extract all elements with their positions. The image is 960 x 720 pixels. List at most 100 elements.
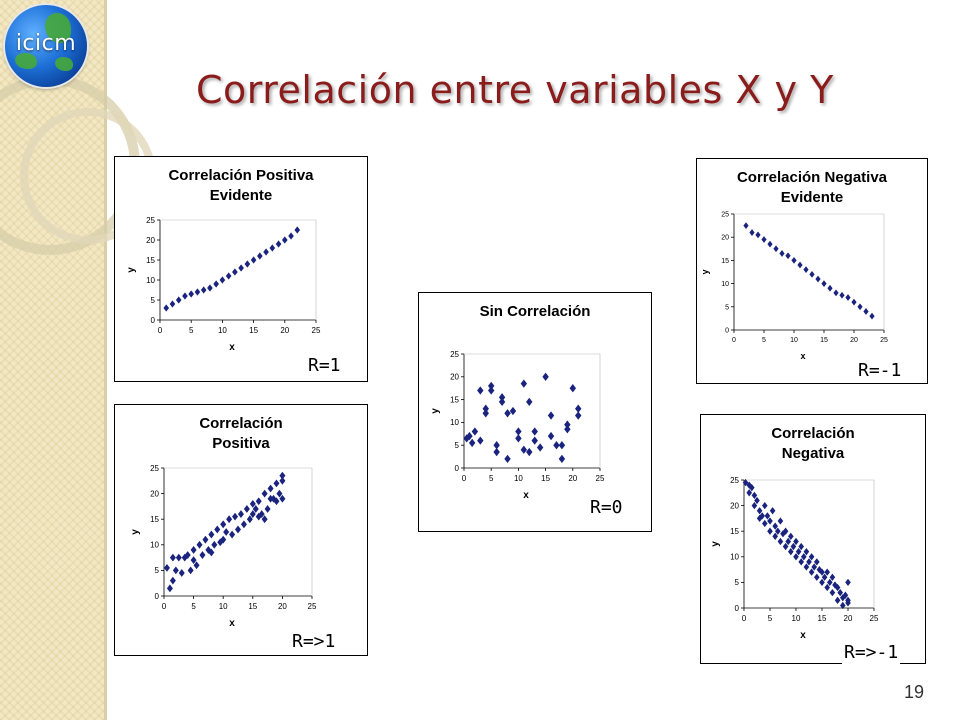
data-point: [834, 596, 841, 604]
y-tick-label: 25: [450, 350, 459, 359]
data-point: [767, 240, 773, 248]
x-tick-label: 0: [742, 614, 747, 623]
y-axis-label: y: [430, 408, 441, 414]
data-point: [238, 264, 244, 272]
y-tick-label: 15: [146, 256, 155, 265]
data-point: [777, 537, 784, 546]
x-tick-label: 5: [489, 474, 494, 483]
y-tick-label: 20: [146, 236, 155, 245]
x-tick-label: 5: [768, 614, 773, 623]
data-point: [288, 232, 294, 240]
x-tick-label: 0: [158, 326, 163, 335]
data-point: [824, 583, 830, 592]
x-tick-label: 25: [312, 326, 321, 335]
data-point: [220, 535, 227, 544]
data-point: [827, 284, 833, 292]
data-point: [797, 261, 803, 269]
data-point: [821, 280, 827, 287]
r-label-positive-evident: R=1: [306, 354, 343, 378]
data-point: [240, 520, 247, 529]
chart-positive: Correlación Positiva 0 5 10 15 20 25 0 5 10 15 20 25 x…: [114, 404, 368, 656]
x-tick-label: 25: [596, 474, 605, 483]
x-tick-label: 10: [792, 614, 801, 623]
x-tick-label: 0: [732, 337, 736, 344]
data-point: [751, 491, 758, 499]
data-point: [468, 438, 476, 448]
data-point: [163, 304, 170, 312]
data-point: [169, 300, 176, 308]
data-point: [219, 276, 226, 284]
data-point: [477, 386, 484, 395]
data-point: [564, 425, 571, 434]
data-point: [178, 569, 185, 577]
data-point: [232, 512, 239, 521]
data-point: [264, 505, 271, 513]
y-tick-label: 0: [725, 327, 729, 334]
data-point: [785, 252, 791, 260]
data-point: [207, 284, 213, 292]
y-tick-label: 25: [150, 464, 159, 473]
data-point: [811, 563, 817, 571]
data-point: [743, 222, 749, 229]
y-tick-label: 10: [150, 541, 159, 550]
data-point: [244, 260, 251, 268]
data-point: [790, 542, 797, 551]
data-point: [190, 556, 197, 565]
scatter-svg: Correlación Negativa 0 5 10 15 20 25 0 5 10 15 20 25 x…: [700, 414, 926, 664]
data-point: [509, 406, 517, 416]
r-label-negative-evident: R=-1: [856, 359, 904, 383]
y-tick-label: 10: [721, 281, 729, 288]
data-point: [782, 527, 789, 535]
chart-title-line: Correlación: [771, 425, 854, 442]
data-point: [764, 512, 771, 520]
data-point: [536, 443, 544, 452]
data-point: [263, 248, 269, 256]
data-point: [824, 568, 830, 576]
data-point: [779, 250, 785, 257]
chart-title-line: Correlación Positiva: [168, 167, 314, 184]
x-axis-label: x: [523, 490, 529, 501]
x-axis-label: x: [229, 342, 235, 353]
data-point: [488, 386, 495, 395]
data-point: [851, 298, 857, 306]
data-point: [863, 308, 869, 315]
chart-title-line: Evidente: [210, 187, 273, 204]
data-point: [827, 578, 833, 587]
data-point: [777, 517, 784, 525]
y-tick-label: 15: [150, 515, 159, 524]
data-point: [788, 548, 794, 556]
chart-frame: [418, 292, 652, 532]
data-point: [172, 566, 179, 575]
x-tick-label: 10: [514, 474, 523, 483]
data-point: [515, 434, 522, 443]
scatter-svg: Correlación Positiva Evidente 0 5 10 15 20 25 0 5…: [114, 156, 368, 382]
data-point: [261, 515, 268, 524]
data-point: [809, 270, 815, 278]
data-point: [834, 583, 841, 592]
data-point: [213, 280, 219, 288]
y-tick-label: 25: [721, 211, 729, 218]
data-point: [211, 540, 218, 549]
y-tick-label: 10: [450, 418, 459, 427]
x-tick-label: 20: [280, 326, 289, 335]
data-point: [575, 411, 582, 420]
data-point: [749, 229, 755, 236]
x-tick-label: 0: [162, 602, 167, 611]
x-axis-label: x: [229, 618, 235, 629]
data-point: [220, 520, 227, 529]
data-point: [742, 478, 749, 487]
data-point: [282, 236, 288, 244]
chart-positive-evident: Correlación Positiva Evidente 0 5 10 15 20 25 0 5…: [114, 156, 368, 382]
data-point: [814, 573, 820, 581]
data-point: [169, 576, 176, 585]
chart-title-line: Correlación: [199, 415, 282, 432]
y-tick-label: 5: [455, 441, 460, 450]
data-point: [751, 501, 758, 510]
y-tick-label: 10: [146, 276, 155, 285]
data-point: [279, 494, 286, 503]
x-tick-label: 5: [191, 602, 196, 611]
x-axis-label: x: [800, 630, 806, 641]
chart-title-line: Positiva: [212, 435, 270, 452]
x-tick-label: 15: [248, 602, 257, 611]
x-tick-label: 15: [820, 337, 828, 344]
